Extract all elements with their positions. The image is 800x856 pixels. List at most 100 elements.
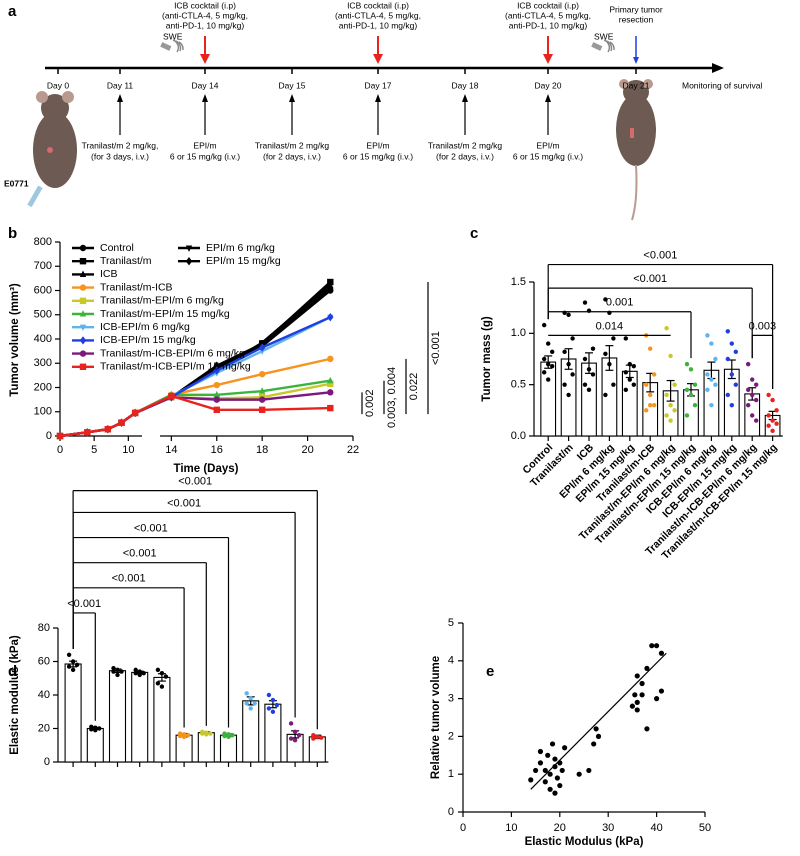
data-point <box>119 669 124 674</box>
treatment-text: 6 or 15 mg/kg (i.v.) <box>513 151 583 161</box>
data-point <box>770 428 775 434</box>
bracket-label: <0.001 <box>167 497 201 509</box>
data-point <box>163 674 169 679</box>
data-point <box>258 370 266 378</box>
data-point <box>547 786 553 792</box>
data-point <box>607 361 612 367</box>
icb-arrowhead <box>200 54 210 64</box>
data-point <box>627 377 632 382</box>
data-point <box>644 408 649 413</box>
x-tick-label: 20 <box>554 822 566 834</box>
data-point <box>750 392 755 398</box>
legend-label: Tranilast/m-ICB-EPI/m 6 mg/kg <box>100 347 245 359</box>
data-point <box>97 726 102 731</box>
data-point <box>111 669 116 674</box>
data-point <box>131 409 139 417</box>
data-point <box>566 392 571 398</box>
data-point <box>557 782 563 789</box>
bracket-label: <0.001 <box>112 573 146 585</box>
data-point <box>750 377 755 382</box>
y-tick-label: 400 <box>34 333 52 345</box>
event-text: resection <box>619 14 654 24</box>
data-point <box>208 731 213 736</box>
panel-label: b <box>8 225 17 242</box>
day-label: Day 18 <box>452 80 479 90</box>
data-point <box>649 643 655 649</box>
mouse-label: E0771 <box>4 178 29 188</box>
data-point <box>672 382 677 387</box>
data-point <box>115 667 120 673</box>
data-point <box>266 706 272 711</box>
data-point <box>729 403 734 408</box>
data-point <box>327 355 334 363</box>
data-point <box>766 413 771 418</box>
y-tick-label: 60 <box>38 655 50 667</box>
data-point <box>591 741 597 747</box>
data-point <box>559 767 565 774</box>
data-point <box>709 377 714 382</box>
bracket-label: <0.001 <box>67 598 101 610</box>
day-label: Day 20 <box>535 80 562 90</box>
data-point <box>213 366 220 375</box>
data-point <box>725 392 730 398</box>
treatment-arrowhead <box>462 94 468 102</box>
treatment-text: Tranilast/m 2 mg/kg <box>255 140 330 150</box>
bar <box>308 736 326 763</box>
data-point <box>311 733 316 738</box>
day-label: Day 14 <box>192 80 219 90</box>
resection-arrowhead <box>633 57 639 64</box>
icb-arrowhead <box>373 54 383 64</box>
x-tick-label: 5 <box>91 444 97 456</box>
data-point <box>159 684 165 689</box>
x-tick-label: 0 <box>460 822 466 834</box>
data-point <box>754 382 759 387</box>
data-point <box>270 709 276 714</box>
data-point <box>252 701 257 706</box>
data-point <box>296 733 302 738</box>
data-point <box>549 741 556 747</box>
data-point <box>185 733 191 738</box>
y-axis-label: Elastic modulus (kPa) <box>9 635 21 755</box>
data-point <box>611 336 616 341</box>
x-tick-label: 10 <box>505 822 517 834</box>
timeline-end-label: Monitoring of survival <box>682 80 762 90</box>
data-point <box>550 349 555 355</box>
data-point <box>623 370 628 375</box>
data-point <box>66 664 72 669</box>
treatment-text: Tranilast/m 2 mg/kg, <box>82 140 159 150</box>
data-point <box>570 336 575 341</box>
data-point <box>603 392 608 398</box>
day-label: Day 15 <box>279 80 306 90</box>
legend-marker <box>79 310 87 317</box>
treatment-text: EPI/m <box>366 140 389 150</box>
x-tick-label: 50 <box>699 822 711 834</box>
y-tick-label: 0 <box>448 806 454 818</box>
data-point <box>118 419 125 426</box>
swe-icon <box>603 39 611 53</box>
data-point <box>668 418 673 423</box>
data-point <box>562 382 567 387</box>
data-point <box>552 756 558 762</box>
data-point <box>542 356 547 362</box>
day-label: Day 21 <box>623 80 650 90</box>
data-point <box>546 361 551 367</box>
event-text: anti-PD-1, 10 mg/kg) <box>509 20 588 30</box>
treatment-text: (for 2 days, i.v.) <box>436 151 494 161</box>
data-point <box>705 333 710 338</box>
data-point <box>623 336 628 341</box>
data-point <box>668 353 673 359</box>
data-point <box>658 650 665 656</box>
x-tick-label: 20 <box>301 444 313 456</box>
event-text: (anti-CTLA-4, 5 mg/kg, <box>335 10 421 20</box>
data-point <box>562 745 568 751</box>
data-point <box>593 726 599 732</box>
data-point <box>623 387 628 392</box>
data-point <box>692 403 698 408</box>
data-point <box>248 706 253 711</box>
data-point <box>566 312 571 318</box>
data-point <box>629 703 636 709</box>
data-point <box>672 408 677 413</box>
y-tick-label: 500 <box>34 309 52 321</box>
data-point <box>213 381 220 389</box>
